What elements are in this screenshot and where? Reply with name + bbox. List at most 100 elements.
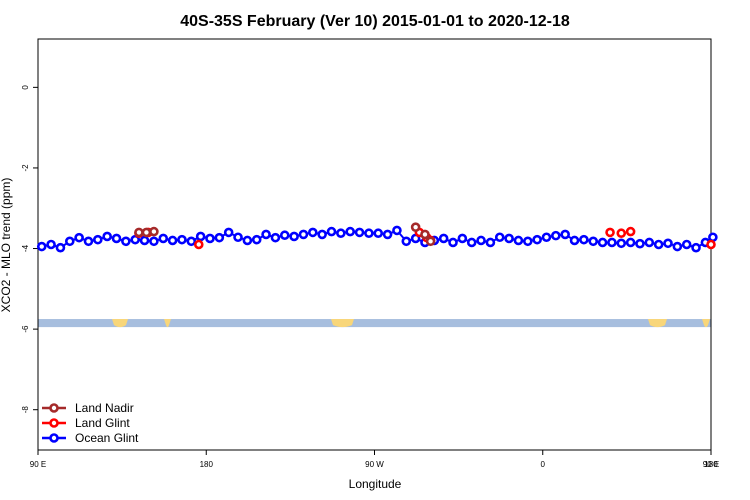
data-point: [177, 234, 187, 245]
data-point: [214, 232, 225, 243]
x-tick-label: 180: [200, 460, 214, 469]
data-point: [448, 237, 458, 248]
data-point: [625, 237, 636, 248]
data-point: [46, 239, 56, 250]
legend-label: Land Glint: [75, 416, 130, 430]
data-point: [532, 234, 542, 245]
new-zealand-land-repeat: [702, 319, 710, 328]
legend-marker: [49, 403, 59, 413]
data-point: [270, 232, 281, 243]
data-point: [195, 231, 206, 242]
data-point: [560, 229, 570, 240]
data-point: [139, 235, 150, 246]
new-zealand-land: [164, 319, 171, 328]
data-point: [579, 234, 589, 245]
data-point: [597, 237, 608, 248]
data-point: [438, 233, 449, 244]
data-point: [382, 229, 393, 240]
data-point: [410, 222, 421, 232]
data-point: [663, 238, 673, 249]
x-tick-label: 90 E: [30, 460, 46, 469]
series-land-nadir: [134, 222, 436, 247]
data-point: [513, 235, 524, 246]
data-point: [485, 237, 496, 248]
data-point: [588, 236, 599, 247]
data-point: [308, 227, 318, 238]
y-tick-label: -4: [21, 244, 30, 252]
data-point: [392, 225, 402, 236]
data-point: [354, 227, 365, 238]
y-tick-label: -8: [21, 406, 30, 414]
data-point: [134, 227, 144, 238]
data-point: [55, 242, 66, 253]
australia-land-repeat: [648, 319, 667, 328]
x-axis-label: Longitude: [349, 477, 402, 491]
data-point: [289, 231, 299, 242]
south-america-land: [331, 319, 354, 328]
map-strip: [38, 319, 711, 328]
data-marks: [36, 222, 718, 253]
data-point: [364, 228, 374, 239]
data-point: [494, 232, 505, 243]
data-point: [121, 236, 131, 247]
data-point: [672, 241, 683, 252]
y-tick-label: -2: [21, 164, 30, 172]
data-point: [708, 232, 718, 243]
chart-title: 40S-35S February (Ver 10) 2015-01-01 to …: [180, 13, 570, 30]
data-point: [167, 235, 178, 246]
y-tick-label: -6: [21, 325, 30, 333]
data-point: [681, 239, 692, 250]
data-point: [64, 236, 75, 247]
data-point: [141, 227, 152, 238]
data-point: [457, 233, 468, 244]
legend-marker: [49, 433, 59, 443]
x-tick-label: 0: [541, 460, 546, 469]
data-point: [36, 241, 47, 252]
data-point: [149, 236, 159, 247]
data-point: [653, 239, 664, 250]
data-point: [83, 236, 94, 247]
data-point: [326, 226, 337, 237]
data-point: [569, 235, 580, 246]
x-tick-label: 90 E: [703, 460, 719, 469]
data-point: [242, 235, 253, 246]
data-point: [149, 226, 159, 237]
data-point: [186, 236, 197, 247]
data-point: [158, 233, 169, 244]
data-point: [625, 226, 636, 237]
data-point: [336, 228, 346, 239]
legend-marker: [49, 418, 59, 428]
legend-label: Land Nadir: [75, 401, 134, 415]
y-axis-label: XCO2 - MLO trend (ppm): [0, 178, 13, 313]
data-point: [193, 239, 204, 250]
x-tick-label: 90 W: [365, 460, 384, 469]
y-axis: 0 -2 -4 -6 -8: [21, 85, 38, 414]
data-point: [691, 242, 701, 253]
data-point: [635, 238, 645, 249]
data-point: [522, 236, 533, 247]
data-point: [93, 234, 103, 245]
data-point: [616, 228, 627, 239]
data-point: [605, 227, 615, 238]
data-point: [541, 232, 552, 243]
data-point: [476, 235, 486, 246]
data-point: [504, 233, 514, 244]
data-point: [298, 229, 309, 240]
data-point: [420, 229, 430, 240]
legend-label: Ocean Glint: [75, 431, 139, 445]
legend-entry: Ocean Glint: [42, 431, 139, 445]
data-point: [233, 232, 243, 243]
legend-entry: Land Glint: [42, 416, 130, 430]
data-point: [345, 226, 355, 237]
data-point: [279, 230, 290, 241]
data-point: [102, 231, 112, 242]
data-point: [74, 232, 84, 243]
data-point: [223, 227, 234, 238]
data-point: [401, 236, 412, 247]
data-point: [466, 237, 477, 248]
data-point: [251, 234, 262, 245]
data-point: [373, 228, 384, 239]
